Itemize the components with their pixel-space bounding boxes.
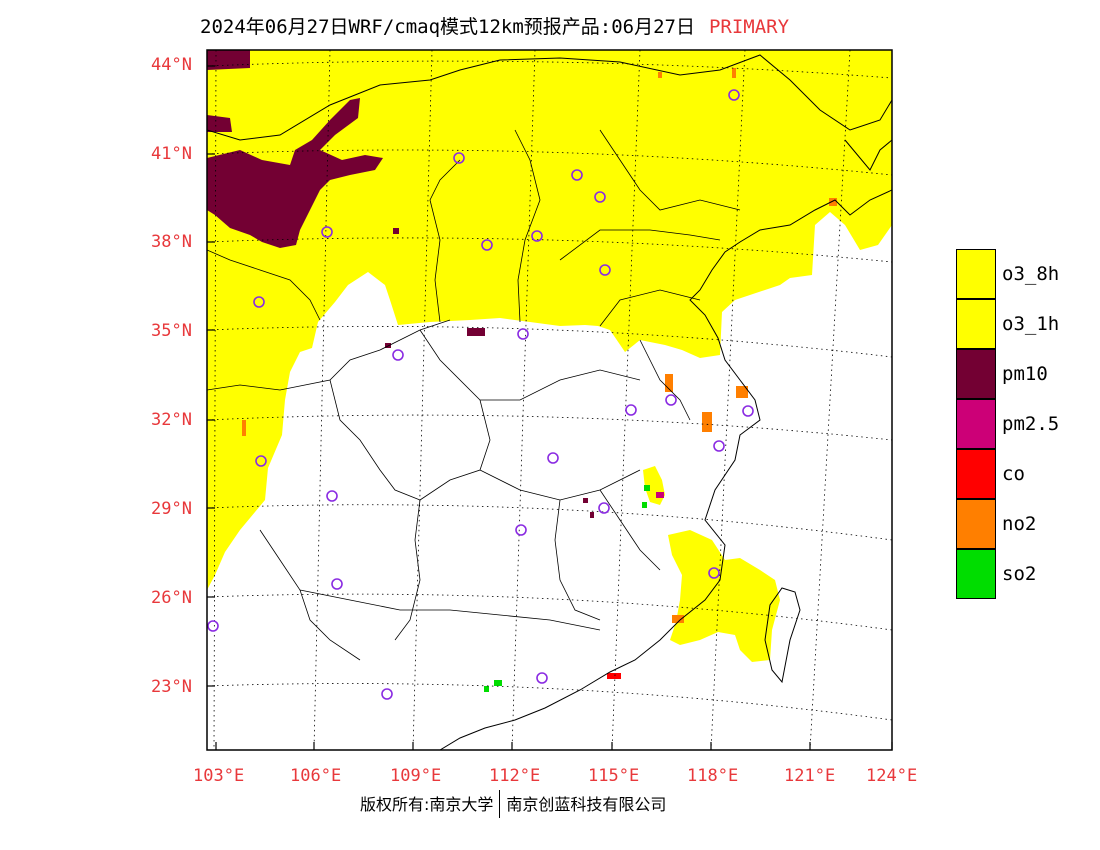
northern-border (207, 54, 892, 141)
coastline (439, 189, 892, 750)
axis-ticks (207, 65, 893, 750)
province-borders (207, 129, 741, 661)
pm10-spot-2 (393, 228, 399, 234)
legend-label: o3_1h (1002, 313, 1060, 335)
lat-label-29n: 29°N (151, 499, 192, 519)
graticule (207, 50, 892, 750)
legend-swatch (956, 549, 996, 599)
pm10-spot-5 (590, 512, 594, 518)
title-tag: PRIMARY (708, 16, 790, 38)
pm10-area-north-edge (207, 50, 250, 70)
copyright-line: 版权所有:南京大学 南京创蓝科技有限公司 (360, 790, 666, 818)
no2-spot-2 (736, 386, 748, 398)
legend-label: o3_8h (1002, 263, 1060, 285)
pm10-spot-3 (385, 343, 391, 348)
pm10-area-northwest-strip (207, 115, 232, 132)
station-markers (207, 89, 754, 700)
pm25-spot (656, 492, 664, 498)
no2-spot-3 (702, 412, 712, 432)
co-spot (607, 673, 621, 679)
legend-swatch (956, 299, 996, 349)
lon-label-115e: 115°E (588, 766, 640, 786)
title-text: 2024年06月27日WRF/cmaq模式12km预报产品:06月27日 (200, 16, 695, 38)
legend-swatch (956, 499, 996, 549)
pm10-spot-4 (583, 498, 588, 503)
no2-spot-8 (242, 420, 246, 436)
lon-label-103e: 103°E (193, 766, 245, 786)
lon-label-118e: 118°E (687, 766, 739, 786)
so2-spot-4 (642, 502, 647, 508)
lat-label-35n: 35°N (151, 321, 192, 341)
lon-label-112e: 112°E (489, 766, 541, 786)
korea-outline (844, 139, 892, 171)
copyright-company: 南京创蓝科技有限公司 (506, 795, 667, 814)
lat-label-38n: 38°N (151, 232, 192, 252)
no2-spot-7 (658, 72, 662, 78)
no2-spot-1 (665, 374, 673, 392)
lat-label-23n: 23°N (151, 677, 192, 697)
lat-label-44n: 44°N (151, 55, 192, 75)
o3-area-north (207, 50, 892, 590)
map-title: 2024年06月27日WRF/cmaq模式12km预报产品:06月27日 PRIM… (200, 12, 789, 39)
map-frame (206, 49, 893, 751)
no2-spot-4 (672, 615, 684, 623)
copyright-owner: 版权所有:南京大学 (360, 795, 494, 814)
lon-label-109e: 109°E (390, 766, 442, 786)
pm10-area-inner-mongolia (207, 98, 383, 248)
lon-label-124e: 124°E (866, 766, 918, 786)
pm10-spot-1 (467, 328, 485, 336)
lon-label-121e: 121°E (784, 766, 836, 786)
legend-label: no2 (1002, 513, 1037, 535)
lat-label-32n: 32°N (151, 410, 192, 430)
so2-spot-1 (494, 680, 502, 686)
taiwan-outline (764, 587, 801, 684)
copyright-separator (499, 790, 501, 818)
legend-swatch (956, 349, 996, 399)
so2-spot-3 (644, 485, 650, 491)
legend-label: pm2.5 (1002, 413, 1060, 435)
lon-label-106e: 106°E (290, 766, 342, 786)
o3-area-fujian (668, 530, 780, 662)
no2-spot-5 (829, 198, 837, 206)
legend-swatch (956, 249, 996, 299)
legend-label: pm10 (1002, 363, 1048, 385)
legend-label: so2 (1002, 563, 1037, 585)
lat-label-41n: 41°N (151, 144, 192, 164)
so2-spot-2 (484, 686, 489, 692)
lat-label-26n: 26°N (151, 588, 192, 608)
legend-swatch (956, 449, 996, 499)
legend-label: co (1002, 463, 1025, 485)
legend-swatch (956, 399, 996, 449)
no2-spot-6 (732, 68, 736, 78)
